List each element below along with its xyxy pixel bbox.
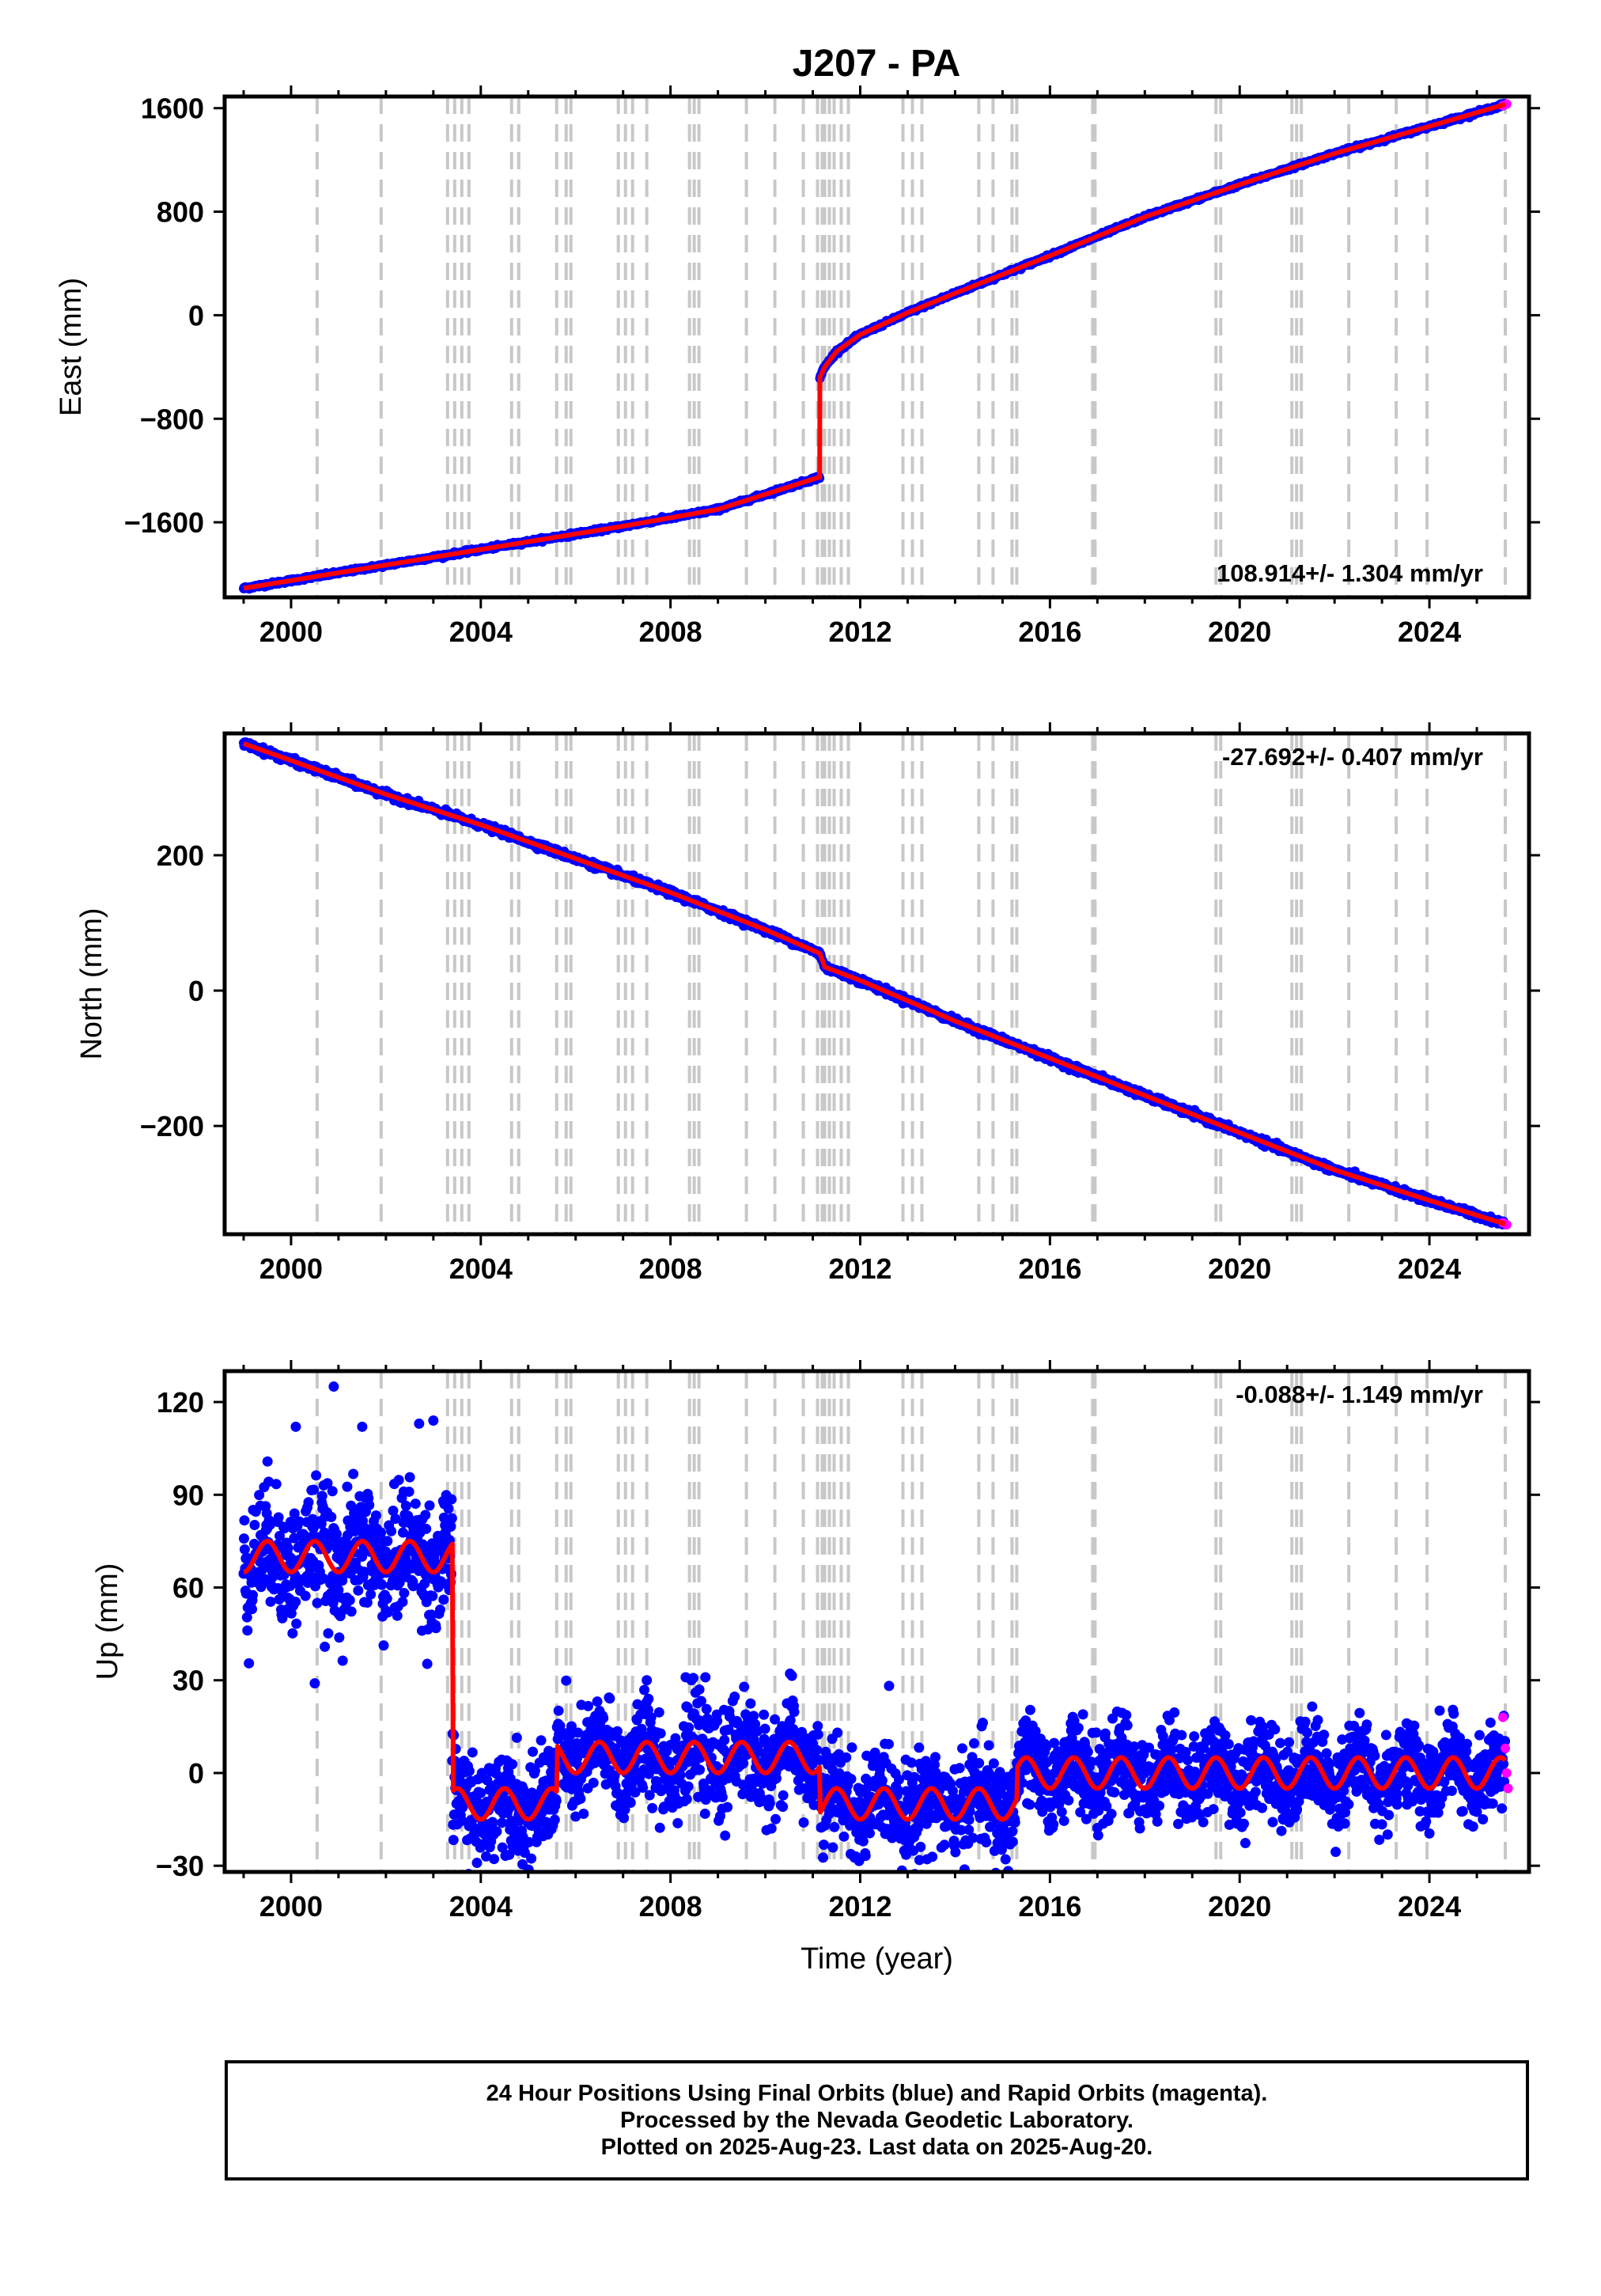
east-panel: 2000 2004 2008 2012 2016 2020 2024 −1600 −800 0 80… [55,85,1540,648]
east-x-tick-label: 2024 [1398,616,1461,648]
east-positions [238,98,1512,594]
east-x-tick-label: 2008 [639,616,702,648]
east-y-tick-label: 1600 [141,93,204,125]
east-x-tick-label: 2016 [1018,616,1081,648]
east-equipment-changes [315,97,1508,597]
east-x-tick-label: 2020 [1208,616,1271,648]
north-equipment-changes [315,733,1508,1234]
east-y-tick-label: 0 [188,299,204,332]
east-x-tick-label: 2004 [449,616,513,648]
east-y-tick-label: −800 [140,403,204,435]
east-x-tick-label: 2012 [828,616,891,648]
east-y-tick-label: −1600 [124,506,204,539]
east-y-axis-label: East (mm) [55,278,88,416]
east-frame [222,94,1531,600]
east-y-tick-label: 800 [157,196,204,229]
east-model-line [241,102,1508,591]
east-rate-label: 108.914+/- 1.304 mm/yr [1217,559,1483,587]
east-x-tick-label: 2000 [259,616,323,648]
figure-title: J207 - PA [793,43,961,85]
north-positions [238,737,1512,1230]
north-panel: 2000 2004 2008 2012 2016 2020 2024−2000200Nort… [75,722,1540,1285]
